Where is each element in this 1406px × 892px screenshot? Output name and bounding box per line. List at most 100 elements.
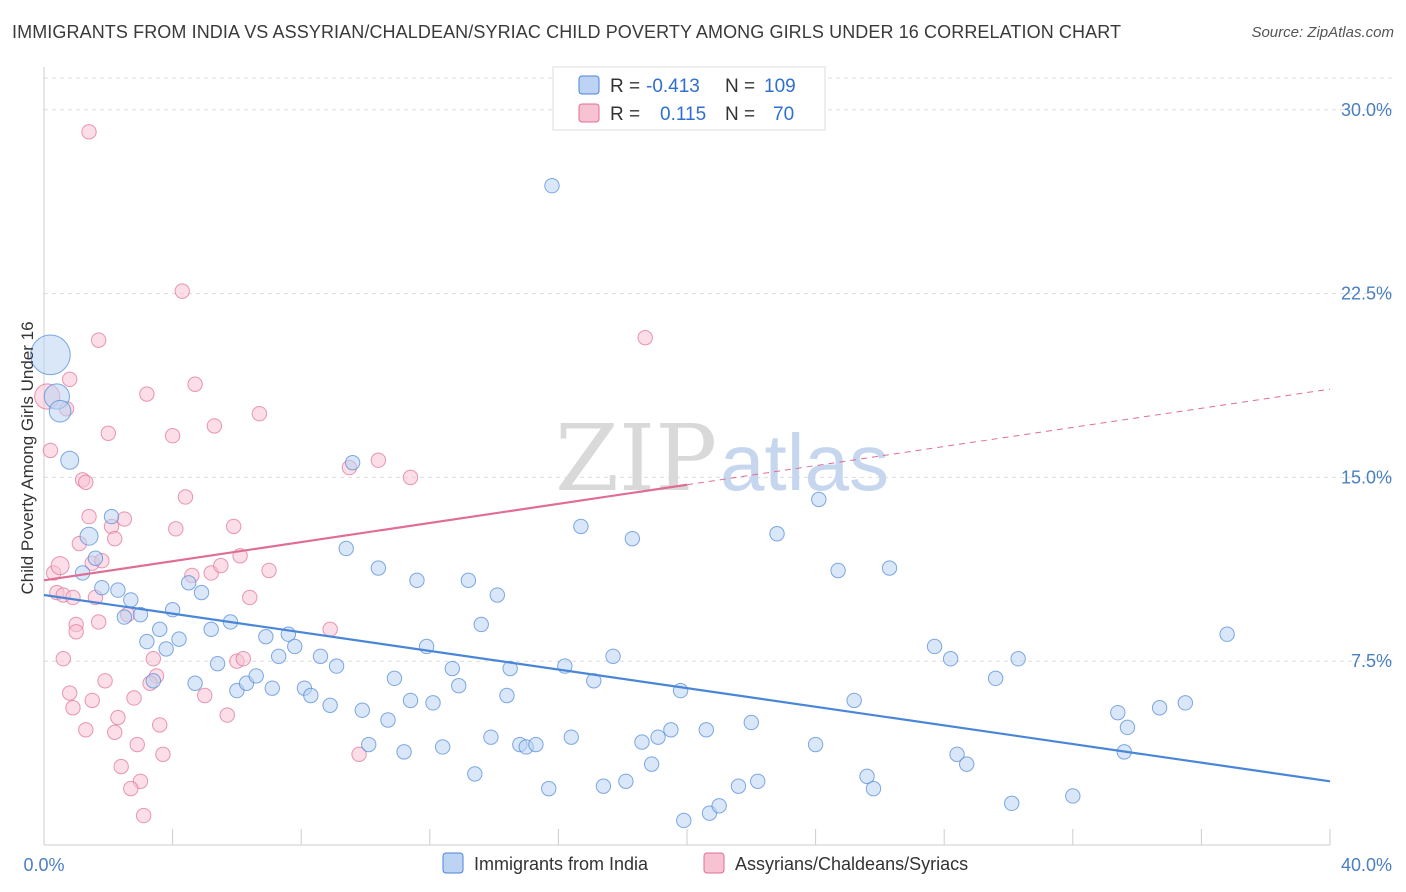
trend-line xyxy=(43,483,688,582)
data-point xyxy=(164,428,181,444)
data-point xyxy=(84,692,100,709)
x-tick-label-max: 40.0% xyxy=(1341,855,1392,875)
data-point xyxy=(145,651,162,667)
data-point xyxy=(177,489,194,505)
data-point xyxy=(62,685,78,701)
data-point xyxy=(107,724,123,740)
legend-r-value-pink: 0.115 xyxy=(660,104,706,125)
data-point xyxy=(402,692,419,709)
data-point xyxy=(865,780,882,797)
data-point xyxy=(116,511,133,527)
data-point xyxy=(541,780,557,797)
data-point xyxy=(663,722,679,738)
data-point xyxy=(711,798,727,814)
data-point xyxy=(235,651,252,667)
data-point xyxy=(434,739,451,755)
data-point xyxy=(193,584,210,601)
data-point xyxy=(730,778,747,794)
data-point xyxy=(168,521,184,537)
data-point xyxy=(483,729,499,745)
data-point xyxy=(155,746,171,763)
data-point xyxy=(107,530,123,547)
data-point xyxy=(139,633,155,650)
data-point xyxy=(187,675,203,691)
data-point xyxy=(213,557,229,574)
data-point xyxy=(881,560,898,576)
data-point xyxy=(544,178,560,194)
legend-r-value-blue: -0.413 xyxy=(646,76,700,97)
data-point xyxy=(225,518,242,535)
data-point xyxy=(528,736,544,753)
data-point xyxy=(81,508,97,525)
data-point xyxy=(145,673,162,689)
data-point xyxy=(409,572,425,589)
data-point xyxy=(100,425,117,441)
series-legend: Immigrants from India Assyrians/Chaldean… xyxy=(442,852,968,874)
data-point xyxy=(987,670,1004,687)
data-point xyxy=(209,655,226,672)
data-point xyxy=(113,758,129,775)
data-point xyxy=(1004,795,1020,812)
data-point xyxy=(634,734,650,750)
data-point xyxy=(322,697,338,714)
legend-n-value-blue: 109 xyxy=(764,76,796,97)
data-point xyxy=(650,729,666,745)
data-point xyxy=(110,582,126,598)
x-tick-label-min: 0.0% xyxy=(23,855,64,875)
data-point xyxy=(361,736,377,753)
data-point xyxy=(595,778,612,794)
data-point xyxy=(354,702,370,718)
data-point xyxy=(126,690,142,706)
data-point xyxy=(338,540,354,557)
data-point xyxy=(81,124,97,140)
data-point xyxy=(50,556,70,576)
series-legend-swatch-india xyxy=(442,852,464,874)
data-point xyxy=(643,756,660,772)
data-point xyxy=(258,628,274,645)
data-point xyxy=(87,550,104,566)
data-point xyxy=(605,648,621,664)
trend-line xyxy=(43,593,1331,783)
trend-line-extension xyxy=(686,388,1331,486)
watermark-atlas: atlas xyxy=(720,418,889,507)
data-point xyxy=(618,773,634,789)
data-point xyxy=(251,405,268,422)
data-point xyxy=(110,709,126,726)
data-point xyxy=(158,641,174,657)
legend-n-label-blue: N = xyxy=(725,76,755,97)
y-tick-label: 22.5% xyxy=(1341,284,1392,304)
data-point xyxy=(94,579,110,596)
data-point xyxy=(203,621,219,638)
data-point xyxy=(60,450,80,470)
data-point xyxy=(750,773,766,789)
legend-swatch-pink xyxy=(578,103,600,123)
watermark: ZIP atlas xyxy=(555,405,889,512)
y-tick-labels: 7.5% 15.0% 22.5% 30.0% xyxy=(1341,100,1392,671)
data-point xyxy=(68,624,84,640)
data-point xyxy=(261,562,277,579)
data-point xyxy=(90,332,107,348)
data-point xyxy=(135,807,152,824)
data-point xyxy=(139,386,155,402)
data-point xyxy=(103,508,120,525)
data-point xyxy=(171,631,187,647)
data-point xyxy=(473,616,489,633)
data-point xyxy=(370,560,387,576)
data-point xyxy=(624,530,641,547)
data-point xyxy=(62,371,78,388)
data-point xyxy=(1219,626,1235,642)
trend-lines xyxy=(43,388,1331,783)
data-point xyxy=(386,670,403,687)
data-point xyxy=(460,572,477,589)
legend-swatch-blue xyxy=(578,75,600,95)
data-point xyxy=(959,756,975,772)
data-point xyxy=(264,680,280,696)
legend-n-value-pink: 70 xyxy=(773,104,794,125)
data-point xyxy=(402,469,419,486)
data-point xyxy=(248,668,264,684)
data-point xyxy=(859,768,875,785)
data-point xyxy=(1065,788,1081,804)
data-point xyxy=(55,651,71,667)
data-point xyxy=(396,744,412,760)
data-point xyxy=(830,562,846,579)
